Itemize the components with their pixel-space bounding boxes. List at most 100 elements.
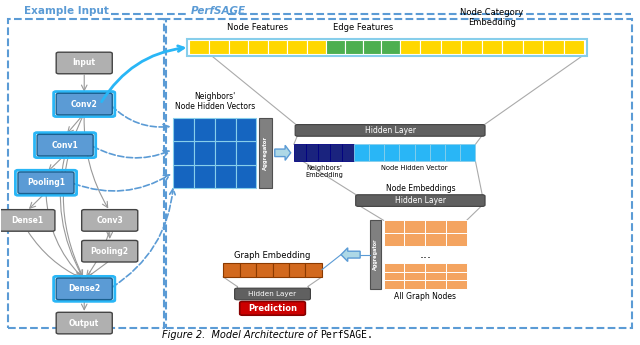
Text: Pooling1: Pooling1	[27, 178, 65, 187]
FancyBboxPatch shape	[82, 210, 138, 231]
Bar	[215, 165, 236, 188]
Text: Node Embeddings: Node Embeddings	[385, 184, 455, 194]
Bar	[236, 118, 256, 141]
Bar	[209, 40, 228, 55]
FancyBboxPatch shape	[56, 93, 112, 115]
Text: Figure 2.  Model Architecture of: Figure 2. Model Architecture of	[163, 330, 320, 340]
Bar	[482, 40, 502, 55]
Bar	[446, 233, 467, 246]
Text: Conv2: Conv2	[71, 100, 98, 109]
FancyBboxPatch shape	[56, 312, 112, 334]
FancyBboxPatch shape	[56, 52, 112, 74]
FancyBboxPatch shape	[235, 288, 310, 300]
Text: Neighbors'
Embedding: Neighbors' Embedding	[305, 166, 343, 178]
Bar	[318, 144, 330, 161]
Text: Node Features: Node Features	[227, 22, 289, 31]
Bar	[404, 220, 425, 233]
Bar	[354, 144, 369, 161]
Text: Neighbors'
Node Hidden Vectors: Neighbors' Node Hidden Vectors	[175, 91, 255, 111]
Bar	[306, 144, 318, 161]
Bar	[215, 118, 236, 141]
Bar	[236, 141, 256, 165]
Bar	[239, 263, 256, 277]
Bar	[523, 40, 543, 55]
Bar	[326, 40, 345, 55]
Bar	[173, 118, 194, 141]
Bar	[425, 263, 446, 272]
Text: Input: Input	[73, 59, 96, 68]
Bar	[425, 272, 446, 280]
Bar	[173, 141, 194, 165]
Bar	[384, 263, 404, 272]
Text: Graph Embedding: Graph Embedding	[234, 251, 310, 260]
Bar	[194, 118, 215, 141]
Bar	[228, 40, 248, 55]
Bar	[399, 144, 415, 161]
FancyBboxPatch shape	[240, 302, 305, 315]
Bar	[273, 263, 289, 277]
Text: Hidden Layer: Hidden Layer	[395, 196, 446, 205]
Text: Dense2: Dense2	[68, 284, 100, 293]
Text: PerfSAGE: PerfSAGE	[191, 6, 246, 16]
Bar	[425, 280, 446, 289]
Bar	[420, 40, 441, 55]
Polygon shape	[341, 248, 360, 262]
Text: Conv3: Conv3	[97, 216, 123, 225]
Text: Aggregator: Aggregator	[373, 239, 378, 270]
Bar	[345, 40, 363, 55]
Bar	[369, 144, 384, 161]
Bar	[384, 144, 399, 161]
Text: Edge Features: Edge Features	[333, 22, 393, 31]
Text: Node Hidden Vector: Node Hidden Vector	[381, 166, 448, 171]
Bar	[446, 280, 467, 289]
Text: Conv1: Conv1	[52, 141, 79, 150]
Bar	[248, 40, 268, 55]
Bar	[446, 272, 467, 280]
Bar	[384, 280, 404, 289]
Bar	[384, 272, 404, 280]
FancyBboxPatch shape	[18, 172, 74, 194]
Text: Pooling2: Pooling2	[91, 247, 129, 256]
Bar	[173, 165, 194, 188]
Text: Example Input: Example Input	[24, 6, 109, 16]
Bar	[404, 280, 425, 289]
Bar	[445, 144, 460, 161]
Text: Hidden Layer: Hidden Layer	[248, 291, 296, 297]
Bar	[384, 233, 404, 246]
Bar	[223, 263, 239, 277]
Text: All Graph Nodes: All Graph Nodes	[394, 292, 456, 300]
Bar	[330, 144, 342, 161]
Bar	[460, 144, 476, 161]
Text: Dense1: Dense1	[11, 216, 43, 225]
FancyBboxPatch shape	[0, 210, 55, 231]
Text: Hidden Layer: Hidden Layer	[365, 126, 415, 135]
FancyBboxPatch shape	[56, 278, 112, 300]
Bar	[384, 220, 404, 233]
Text: PerfSAGE.: PerfSAGE.	[320, 330, 373, 340]
Bar	[189, 40, 209, 55]
Bar	[415, 144, 430, 161]
Bar	[446, 220, 467, 233]
FancyBboxPatch shape	[295, 125, 485, 136]
Text: Output: Output	[69, 318, 99, 328]
Bar	[564, 40, 584, 55]
Bar	[404, 233, 425, 246]
Bar	[425, 233, 446, 246]
Bar	[194, 165, 215, 188]
Bar	[215, 141, 236, 165]
Bar	[289, 263, 305, 277]
Text: Node Category
Embedding: Node Category Embedding	[460, 8, 524, 27]
FancyBboxPatch shape	[259, 118, 271, 188]
Bar	[194, 141, 215, 165]
Bar	[307, 40, 326, 55]
Bar	[305, 263, 322, 277]
Polygon shape	[275, 145, 291, 160]
Text: ...: ...	[419, 248, 431, 261]
Bar	[430, 144, 445, 161]
Bar	[425, 220, 446, 233]
Bar	[441, 40, 461, 55]
Bar	[381, 40, 399, 55]
Bar	[543, 40, 564, 55]
Bar	[502, 40, 523, 55]
FancyBboxPatch shape	[356, 195, 485, 206]
